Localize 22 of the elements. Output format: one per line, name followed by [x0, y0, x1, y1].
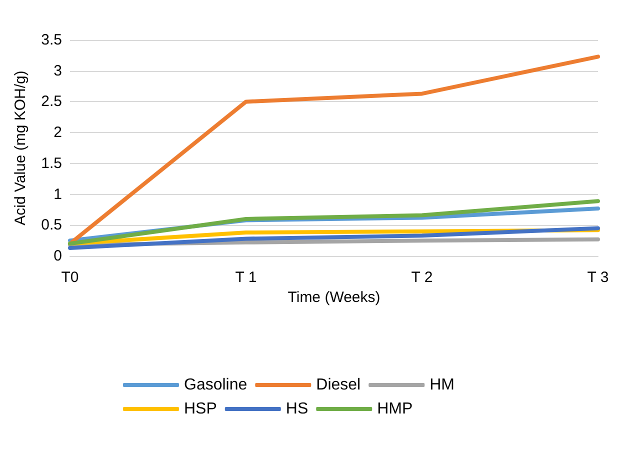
legend-label: HSP — [184, 400, 217, 418]
legend-label: HMP — [377, 400, 413, 418]
y-tick-label: 3.5 — [41, 32, 62, 48]
x-tick-label: T 1 — [235, 269, 257, 286]
y-tick-label: 1.5 — [41, 154, 62, 172]
legend-label: Diesel — [316, 376, 361, 394]
y-axis-title: Acid Value (mg KOH/g) — [12, 70, 29, 226]
y-tick-label: 1 — [54, 186, 62, 203]
x-tick-label: T 3 — [587, 269, 609, 286]
legend-label: Gasoline — [184, 376, 248, 394]
y-tick-label: 3 — [54, 62, 62, 80]
legend-label: HS — [286, 400, 308, 418]
line-series — [68, 226, 600, 250]
line-series — [68, 199, 600, 246]
y-tick-label: 2 — [54, 124, 62, 142]
y-tick-label: 2.5 — [41, 93, 62, 110]
legend-label: HM — [430, 376, 454, 394]
y-tick-label: 0.5 — [41, 216, 62, 234]
x-axis-title: Time (Weeks) — [288, 289, 380, 306]
x-tick-label: T0 — [61, 269, 79, 286]
y-tick-label: 0 — [54, 248, 62, 264]
x-tick-label: T 2 — [411, 269, 433, 286]
